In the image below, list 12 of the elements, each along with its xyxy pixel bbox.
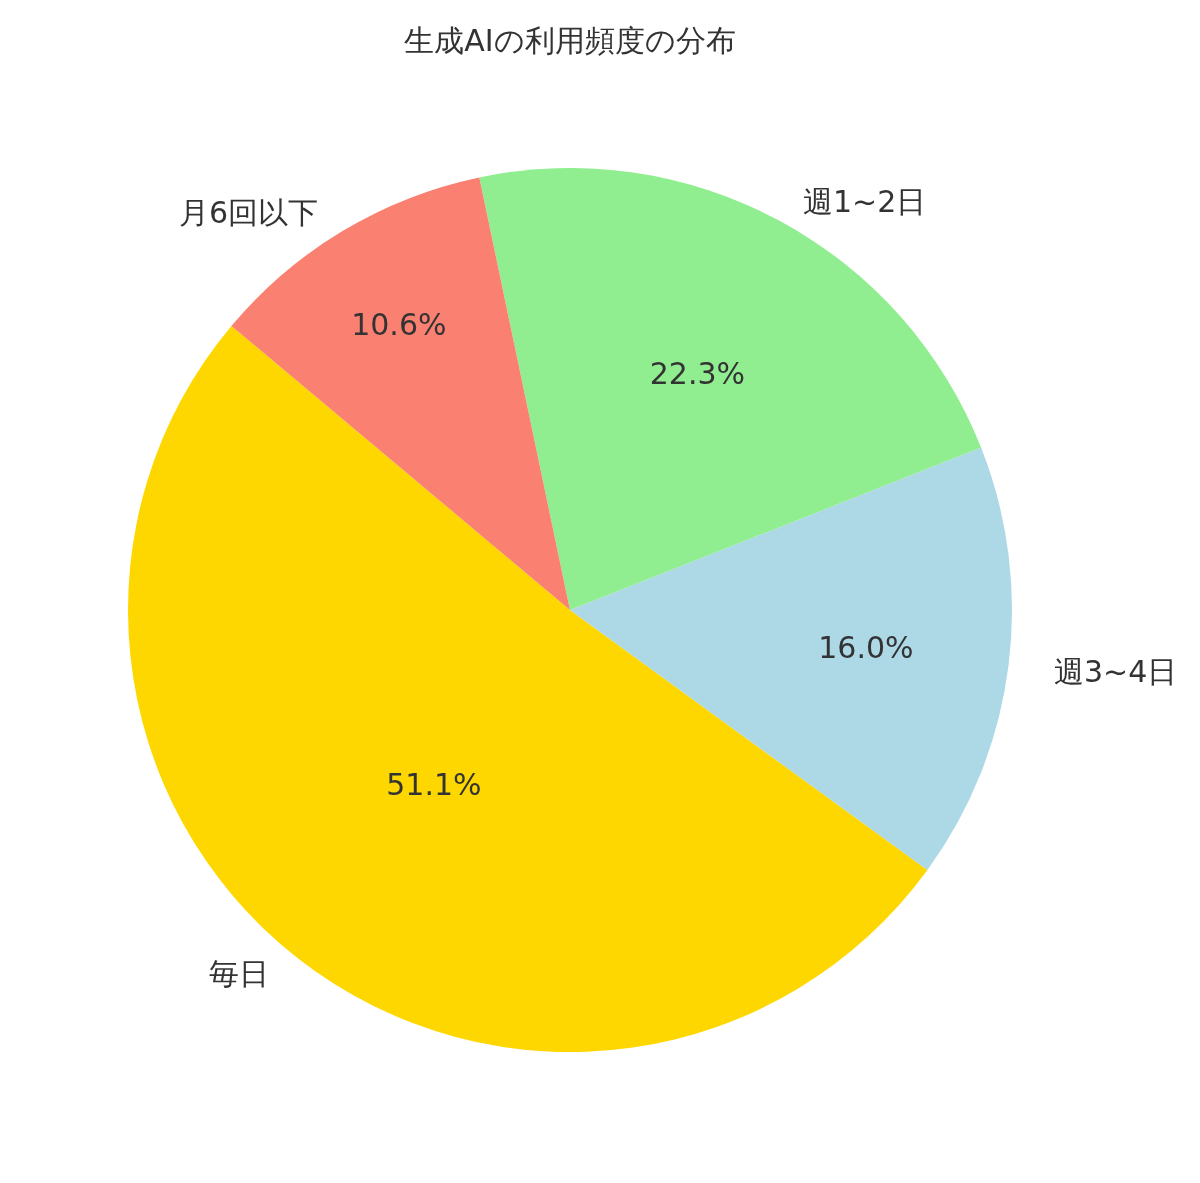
chart-title: 生成AIの利用頻度の分布	[404, 22, 736, 58]
data-label: 51.1%	[386, 766, 482, 802]
pie-slice	[570, 447, 1012, 871]
slice-label: 週1~2日	[803, 184, 927, 219]
slice-label: 週3~4日	[1054, 654, 1178, 689]
data-label: 16.0%	[818, 630, 914, 666]
pie-slice	[479, 168, 982, 610]
pie-slice	[231, 177, 570, 610]
slice-label: 月6回以下	[179, 195, 319, 230]
data-label: 10.6%	[351, 306, 447, 342]
data-label: 22.3%	[649, 355, 746, 391]
slice-label: 毎日	[209, 956, 269, 991]
